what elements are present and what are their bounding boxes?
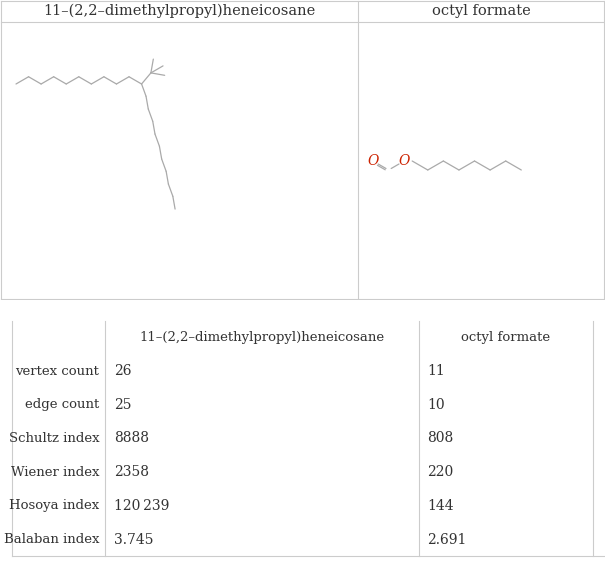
Text: O: O <box>399 154 410 168</box>
Text: 26: 26 <box>114 364 131 378</box>
Text: 11–(2,2–dimethylpropyl)heneicosane: 11–(2,2–dimethylpropyl)heneicosane <box>139 331 384 344</box>
Text: octyl formate: octyl formate <box>461 331 551 344</box>
Text: 11: 11 <box>427 364 445 378</box>
Text: 808: 808 <box>427 432 454 446</box>
Text: 2.691: 2.691 <box>427 533 466 546</box>
Text: octyl formate: octyl formate <box>431 4 531 18</box>
Text: 10: 10 <box>427 398 445 412</box>
Text: 144: 144 <box>427 499 454 513</box>
Text: edge count: edge count <box>25 398 99 411</box>
Text: 3.745: 3.745 <box>114 533 153 546</box>
Text: Wiener index: Wiener index <box>11 466 99 479</box>
Text: 2358: 2358 <box>114 465 149 479</box>
Text: 11–(2,2–dimethylpropyl)heneicosane: 11–(2,2–dimethylpropyl)heneicosane <box>43 4 315 18</box>
Text: Hosoya index: Hosoya index <box>9 500 99 513</box>
Text: 120 239: 120 239 <box>114 499 169 513</box>
Text: Schultz index: Schultz index <box>8 432 99 445</box>
Text: 220: 220 <box>427 465 454 479</box>
Text: vertex count: vertex count <box>15 365 99 378</box>
Text: Balaban index: Balaban index <box>4 533 99 546</box>
Text: 8888: 8888 <box>114 432 149 446</box>
Text: 25: 25 <box>114 398 131 412</box>
Text: O: O <box>367 154 379 168</box>
